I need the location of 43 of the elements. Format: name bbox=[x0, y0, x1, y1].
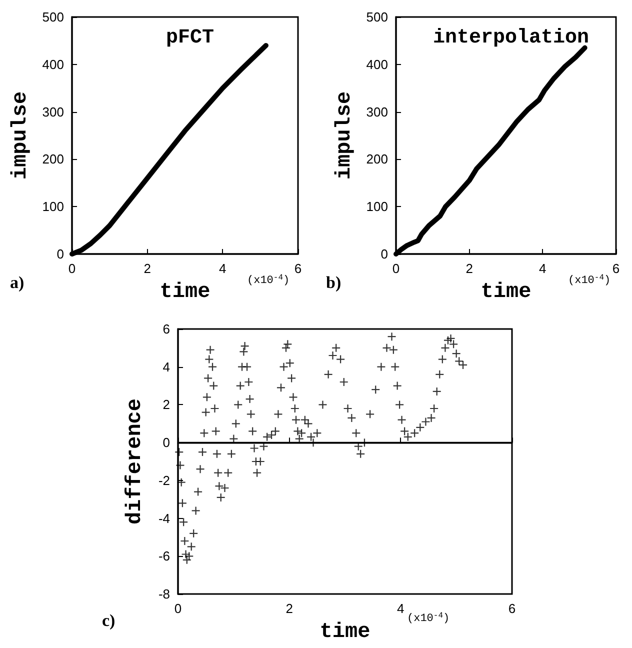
y-tick-label: -8 bbox=[158, 586, 170, 602]
text: c) bbox=[102, 611, 116, 630]
y-tick-label: 200 bbox=[366, 152, 388, 167]
y-tick-label: 400 bbox=[42, 56, 64, 72]
y-tick-label: -2 bbox=[158, 472, 170, 488]
y-tick-label: 300 bbox=[42, 104, 64, 120]
y-tick-label: 300 bbox=[366, 104, 388, 120]
x-tick-label: 2 bbox=[286, 601, 293, 616]
x-axis-title: time bbox=[160, 281, 210, 304]
text: b) bbox=[326, 273, 342, 292]
y-tick-label: 6 bbox=[162, 322, 170, 336]
y-tick-label: 500 bbox=[42, 10, 64, 24]
text: interpolation bbox=[432, 26, 590, 50]
x-tick-label: 6 bbox=[294, 261, 302, 276]
y-tick-label: 0 bbox=[56, 246, 64, 262]
text: a) bbox=[10, 273, 24, 292]
x-tick-label: 4 bbox=[219, 261, 226, 276]
x-tick-label: 2 bbox=[466, 261, 473, 276]
y-tick-label: 2 bbox=[162, 397, 170, 412]
x-axis-title: time bbox=[320, 621, 370, 644]
y-tick-label: -4 bbox=[158, 510, 170, 526]
x-tick-label: 6 bbox=[612, 261, 620, 276]
text: pFCT bbox=[166, 26, 214, 50]
x-tick-label: 0 bbox=[174, 601, 182, 616]
x-tick-label: 6 bbox=[508, 601, 516, 616]
y-tick-label: 4 bbox=[162, 359, 170, 374]
y-tick-label: -6 bbox=[158, 548, 170, 564]
y-tick-label: 500 bbox=[366, 10, 388, 24]
y-tick-label: 0 bbox=[380, 246, 388, 262]
y-tick-label: 0 bbox=[162, 435, 170, 450]
x-axis-title: time bbox=[480, 281, 532, 304]
x-tick-label: 4 bbox=[397, 601, 404, 616]
y-axis-title: impulse bbox=[9, 91, 32, 180]
y-axis-title: impulse bbox=[333, 91, 356, 180]
x-tick-label: 0 bbox=[68, 261, 76, 276]
y-tick-label: 100 bbox=[366, 199, 388, 214]
y-tick-label: 400 bbox=[366, 56, 388, 72]
x-tick-label: 0 bbox=[392, 261, 400, 276]
y-tick-label: 100 bbox=[42, 199, 64, 214]
x-tick-label: 2 bbox=[144, 261, 151, 276]
y-axis-title: difference bbox=[124, 398, 147, 525]
x-tick-label: 4 bbox=[539, 261, 546, 276]
y-tick-label: 200 bbox=[42, 152, 64, 167]
